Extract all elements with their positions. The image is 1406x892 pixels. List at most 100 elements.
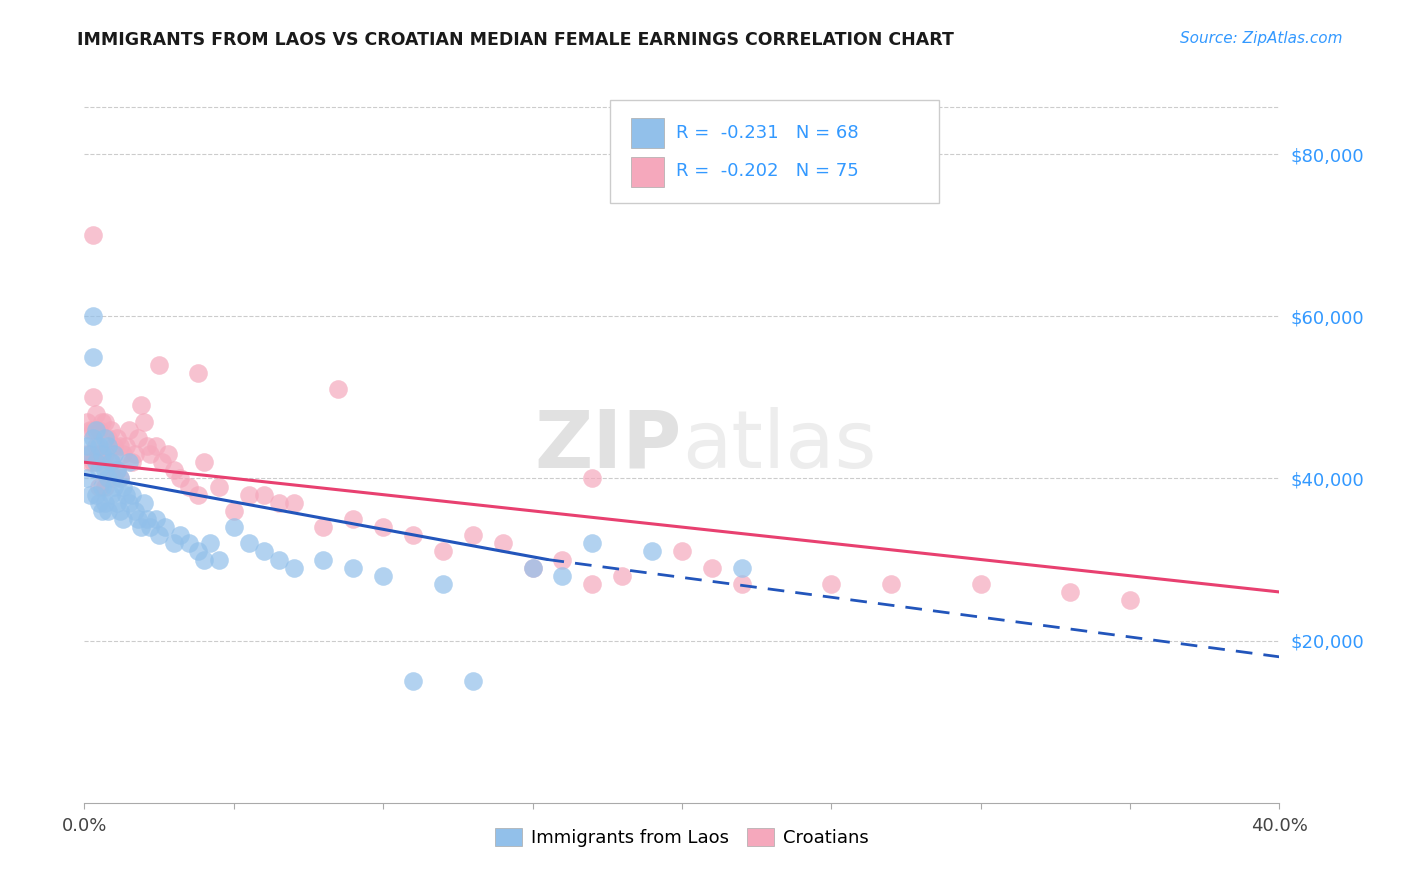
Point: [208, 479, 231, 493]
Point: [112, 479, 135, 493]
Point: [82, 228, 104, 243]
Point: [342, 512, 364, 526]
Point: [86, 488, 108, 502]
Point: [82, 310, 104, 324]
Point: [880, 577, 903, 591]
Point: [641, 544, 664, 558]
Point: [94, 447, 117, 461]
Point: [118, 496, 141, 510]
Point: [105, 463, 128, 477]
Point: [700, 560, 723, 574]
Point: [253, 488, 276, 502]
Point: [163, 536, 186, 550]
Point: [148, 358, 170, 372]
Point: [177, 479, 200, 493]
Point: [105, 431, 128, 445]
Point: [97, 504, 120, 518]
Point: [89, 439, 111, 453]
Point: [267, 496, 290, 510]
Point: [373, 568, 395, 582]
Point: [522, 560, 544, 574]
Point: [1059, 585, 1081, 599]
Point: [76, 447, 98, 461]
Point: [89, 496, 111, 510]
Point: [79, 455, 101, 469]
Point: [222, 504, 245, 518]
Point: [86, 423, 108, 437]
Point: [110, 471, 132, 485]
Point: [492, 536, 515, 550]
Point: [76, 439, 98, 453]
FancyBboxPatch shape: [630, 157, 664, 187]
Point: [283, 496, 305, 510]
Point: [139, 447, 162, 461]
Point: [551, 568, 574, 582]
Point: [82, 390, 104, 404]
Point: [139, 520, 162, 534]
Point: [283, 560, 305, 574]
Point: [105, 496, 128, 510]
Point: [820, 577, 842, 591]
Point: [461, 528, 484, 542]
Point: [132, 415, 156, 429]
Point: [432, 577, 454, 591]
Point: [97, 471, 120, 485]
Point: [79, 488, 101, 502]
Point: [136, 512, 159, 526]
FancyBboxPatch shape: [630, 119, 664, 148]
Point: [82, 350, 104, 364]
Point: [115, 488, 138, 502]
Point: [132, 496, 156, 510]
Point: [157, 447, 180, 461]
Point: [94, 479, 117, 493]
Text: R =  -0.231   N = 68: R = -0.231 N = 68: [676, 124, 859, 142]
Point: [112, 512, 135, 526]
Point: [198, 536, 221, 550]
Point: [76, 471, 98, 485]
Point: [86, 455, 108, 469]
Point: [238, 536, 260, 550]
Point: [110, 504, 132, 518]
Text: Source: ZipAtlas.com: Source: ZipAtlas.com: [1180, 31, 1343, 46]
Point: [402, 674, 425, 689]
Point: [94, 415, 117, 429]
Point: [581, 577, 603, 591]
Point: [89, 447, 111, 461]
Point: [208, 552, 231, 566]
Point: [432, 544, 454, 558]
Point: [97, 463, 120, 477]
Text: IMMIGRANTS FROM LAOS VS CROATIAN MEDIAN FEMALE EARNINGS CORRELATION CHART: IMMIGRANTS FROM LAOS VS CROATIAN MEDIAN …: [77, 31, 955, 49]
Point: [103, 439, 125, 453]
Point: [129, 399, 152, 413]
Point: [89, 479, 111, 493]
Point: [103, 447, 125, 461]
Point: [169, 528, 191, 542]
Point: [222, 520, 245, 534]
Point: [153, 520, 176, 534]
Point: [124, 447, 146, 461]
Point: [100, 455, 122, 469]
Point: [110, 439, 132, 453]
Point: [163, 463, 186, 477]
Point: [86, 439, 108, 453]
Point: [187, 488, 209, 502]
Point: [76, 415, 98, 429]
Text: R =  -0.202   N = 75: R = -0.202 N = 75: [676, 162, 859, 180]
Point: [238, 488, 260, 502]
Point: [127, 512, 149, 526]
Point: [136, 439, 159, 453]
Point: [121, 488, 143, 502]
Point: [82, 455, 104, 469]
Point: [187, 366, 209, 380]
FancyBboxPatch shape: [610, 100, 939, 203]
Point: [124, 504, 146, 518]
Point: [342, 560, 364, 574]
Point: [1119, 593, 1142, 607]
Point: [150, 455, 173, 469]
Point: [581, 471, 603, 485]
Point: [581, 536, 603, 550]
Point: [970, 577, 993, 591]
Point: [118, 423, 141, 437]
Point: [671, 544, 693, 558]
Point: [91, 447, 114, 461]
